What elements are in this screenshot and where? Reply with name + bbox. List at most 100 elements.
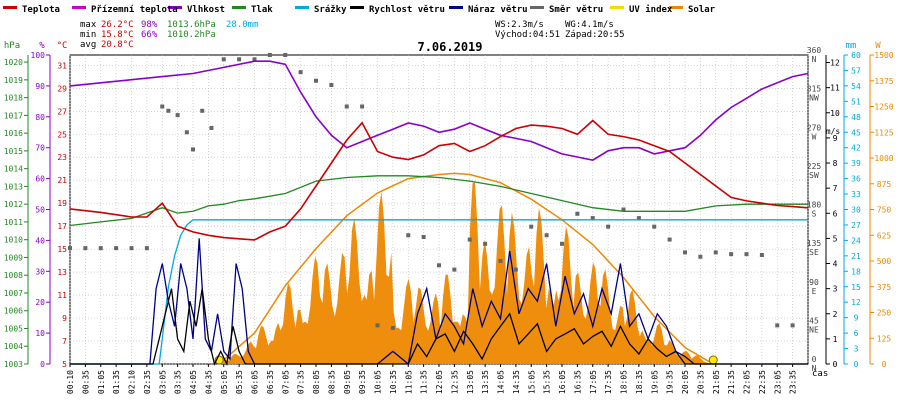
x-tick-label: 03:05 [158, 370, 167, 394]
chart-title: 7.06.2019 [417, 40, 482, 54]
x-tick-label: 20:05 [681, 370, 690, 394]
stat-sunset: Západ:20:55 [565, 30, 625, 40]
legend [3, 6, 683, 9]
wind-direction-point [283, 53, 288, 57]
pressure-tick-label: 1014 [4, 165, 23, 174]
wind-direction-point [467, 237, 472, 242]
rain-tick-label: 42 [851, 144, 861, 153]
rain-tick-label: 33 [851, 190, 861, 199]
x-tick-label: 00:35 [81, 370, 90, 394]
humidity-tick-label: 80 [35, 113, 45, 122]
wind-direction-point [729, 252, 734, 257]
stat-min-label: min [80, 30, 96, 40]
x-tick-label: 09:35 [358, 370, 367, 394]
wind-dir-tick-label: 180 [807, 201, 822, 210]
x-tick-label: 20:35 [696, 370, 705, 394]
x-tick-label: 00:10 [66, 370, 75, 394]
unit-time: čas [812, 368, 828, 379]
series-line-n-raz-v-tru [70, 238, 808, 366]
x-tick-label: 05:05 [220, 370, 229, 394]
humidity-tick-label: 0 [40, 360, 45, 369]
wind-dir-tick-label: 90 [809, 278, 819, 287]
wind-tick-label: 5 [833, 234, 838, 243]
wind-direction-point [590, 216, 595, 221]
temperature-tick-label: 25 [57, 130, 67, 139]
x-tick-label: 21:05 [712, 370, 721, 394]
solar-clearsky-line [218, 172, 714, 365]
rain-tick-label: 54 [851, 82, 861, 91]
rain-tick-label: 18 [851, 267, 861, 276]
solar-tick-label: 375 [877, 283, 892, 292]
rain-tick-label: 6 [854, 329, 859, 338]
wind-direction-point [144, 246, 149, 251]
x-tick-label: 07:35 [297, 370, 306, 394]
wind-direction-point [452, 267, 457, 272]
humidity-tick-label: 60 [35, 175, 45, 184]
x-tick-label: 01:35 [112, 370, 121, 394]
wind-direction-point [83, 246, 88, 251]
legend-label: Solar [688, 5, 716, 15]
wind-direction-point [175, 113, 180, 118]
series-line-tlak [69, 175, 808, 227]
solar-tick-label: 0 [882, 360, 887, 369]
x-tick-label: 19:35 [666, 370, 675, 394]
wind-dir-tick-label: W [812, 132, 817, 141]
humidity-tick-label: 90 [35, 82, 45, 91]
legend-label: Přízemní teplota [91, 5, 178, 15]
x-tick-label: 12:05 [435, 370, 444, 394]
rain-tick-label: 9 [854, 314, 859, 323]
wind-direction-point [314, 78, 318, 83]
x-tick-label: 17:35 [604, 370, 613, 394]
temperature-tick-label: 29 [57, 84, 67, 93]
temperature-tick-label: 31 [57, 61, 67, 70]
legend-swatch [610, 6, 624, 9]
x-tick-label: 17:05 [589, 370, 598, 394]
unit-mm: mm [846, 41, 857, 51]
rain-tick-label: 0 [854, 360, 859, 369]
wind-tick-label: 7 [833, 184, 838, 193]
x-tick-label: 18:35 [635, 370, 644, 394]
series-line-rychlost-v-tru [70, 288, 808, 367]
solar-tick-label: 750 [877, 206, 892, 215]
solar-tick-label: 250 [877, 309, 892, 318]
wind-direction-point [560, 241, 564, 246]
x-tick-label: 05:35 [235, 370, 244, 394]
legend-label: Směr větru [549, 4, 603, 15]
wind-dir-tick-label: 270 [807, 123, 822, 132]
wind-dir-tick-label: 225 [807, 162, 822, 171]
pressure-tick-label: 1003 [4, 360, 23, 369]
wind-direction-point [98, 246, 103, 251]
legend-swatch [530, 6, 544, 9]
wind-direction-point [375, 323, 380, 328]
x-tick-label: 02:10 [128, 370, 137, 394]
stat-max-press: 1013.6hPa [167, 20, 216, 30]
stat-wg: WG:4.1m/s [565, 20, 614, 30]
pressure-tick-label: 1019 [4, 76, 23, 85]
wind-tick-label: 10 [830, 109, 840, 118]
legend-swatch [350, 6, 364, 9]
humidity-tick-label: 20 [35, 298, 45, 307]
rain-tick-label: 45 [851, 128, 861, 137]
wind-direction-point [252, 57, 257, 62]
wind-tick-label: 12 [830, 59, 840, 68]
solar-tick-label: 125 [877, 334, 892, 343]
stat-max-rain: 28.0mm [226, 20, 259, 30]
pressure-tick-label: 1012 [4, 200, 23, 209]
x-tick-label: 13:05 [466, 370, 475, 394]
x-tick-label: 10:35 [389, 370, 398, 394]
x-tick-label: 11:05 [404, 370, 413, 394]
x-tick-label: 13:35 [481, 370, 490, 394]
pressure-tick-label: 1008 [4, 271, 23, 280]
stat-ws: WS:2.3m/s [495, 20, 544, 30]
x-tick-label: 18:05 [620, 370, 629, 394]
x-tick-label: 08:05 [312, 370, 321, 394]
pressure-tick-label: 1018 [4, 94, 23, 103]
legend-swatch [669, 6, 683, 9]
x-tick-label: 03:35 [174, 370, 183, 394]
rain-tick-label: 27 [851, 221, 861, 230]
legend-label: Náraz větru [468, 4, 528, 15]
legend-swatch [295, 6, 309, 9]
x-tick-label: 21:35 [727, 370, 736, 394]
legend-swatch [3, 6, 17, 9]
